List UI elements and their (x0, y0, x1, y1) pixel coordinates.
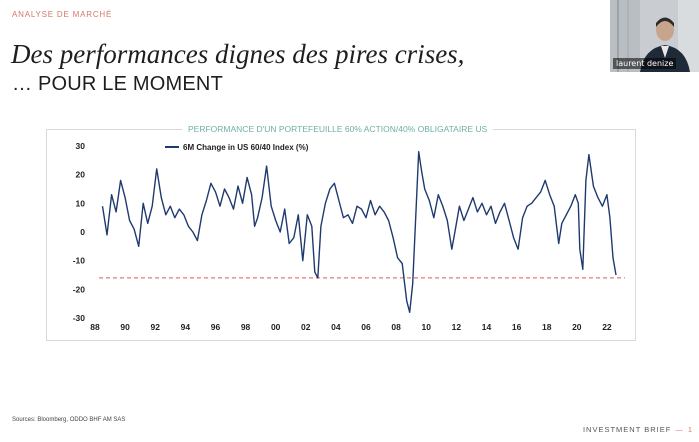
y-tick-label: -30 (73, 313, 86, 323)
y-tick-label: 0 (80, 227, 85, 237)
x-tick-label: 90 (120, 322, 130, 332)
series-line (101, 151, 617, 313)
footer-brand: INVESTMENT BRIEF (582, 425, 672, 434)
speaker-head-icon (656, 19, 674, 41)
x-tick-label: 22 (602, 322, 612, 332)
x-tick-label: 12 (452, 322, 462, 332)
y-tick-label: -20 (73, 284, 86, 294)
slide-title: Des performances dignes des pires crises… (11, 39, 465, 69)
legend-label: 6M Change in US 60/40 Index (%) (183, 143, 309, 152)
page-number: 1 (687, 425, 693, 434)
x-tick-label: 94 (181, 322, 191, 332)
x-tick-label: 06 (361, 322, 371, 332)
speaker-name: laurent denize (613, 58, 677, 69)
line-chart: 30 20 10 0 -10 -20 -30 88 90 92 94 96 98 00 02 04 06 08 10… (73, 141, 625, 332)
x-tick-label: 08 (391, 322, 401, 332)
x-tick-label: 16 (512, 322, 522, 332)
footer: INVESTMENT BRIEF —1 (583, 425, 693, 434)
x-tick-label: 14 (482, 322, 492, 332)
x-tick-label: 10 (422, 322, 432, 332)
speaker-video: laurent denize (610, 0, 699, 72)
slide-subtitle: … POUR LE MOMENT (12, 73, 223, 95)
x-tick-label: 02 (301, 322, 311, 332)
y-tick-label: 20 (76, 170, 86, 180)
chart-frame: PERFORMANCE D'UN PORTEFEUILLE 60% ACTION… (46, 124, 636, 341)
footer-dash: — (675, 425, 684, 434)
x-tick-label: 88 (90, 322, 100, 332)
y-tick-label: 10 (76, 198, 86, 208)
section-label: ANALYSE DE MARCHÉ (12, 10, 113, 19)
x-tick-label: 98 (241, 322, 251, 332)
x-tick-label: 00 (271, 322, 281, 332)
x-tick-label: 04 (331, 322, 341, 332)
x-tick-label: 20 (572, 322, 582, 332)
chart-title: PERFORMANCE D'UN PORTEFEUILLE 60% ACTION… (182, 124, 494, 134)
y-tick-label: -10 (73, 256, 86, 266)
x-tick-label: 92 (150, 322, 160, 332)
x-tick-label: 18 (542, 322, 552, 332)
x-tick-label: 96 (211, 322, 221, 332)
y-tick-label: 30 (76, 141, 86, 151)
sources-note: Sources: Bloomberg, ODDO BHF AM SAS (12, 417, 126, 423)
